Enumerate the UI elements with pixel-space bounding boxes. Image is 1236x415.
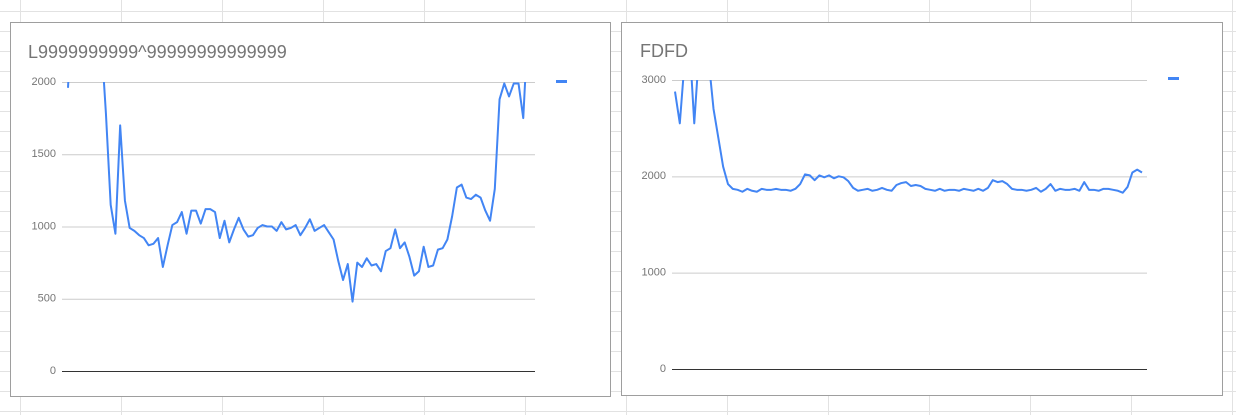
y-tick-label: 2000 [642,170,666,182]
chart-title: L9999999999^99999999999999 [28,42,287,62]
y-tick-label: 1500 [32,148,56,160]
y-tick-label: 0 [50,365,56,377]
y-tick-label: 0 [660,363,666,375]
y-tick-label: 500 [38,293,56,305]
legend-key [1168,77,1179,80]
chart-frame[interactable] [10,22,611,397]
chart-title: FDFD [640,41,688,61]
y-tick-label: 1000 [32,220,56,232]
y-tick-label: 2000 [32,76,56,88]
y-tick-label: 3000 [642,74,666,86]
chart-frame[interactable] [621,22,1223,396]
data-line [674,80,1143,194]
legend-key [556,80,567,83]
y-tick-label: 1000 [642,267,666,279]
data-line [67,82,527,303]
